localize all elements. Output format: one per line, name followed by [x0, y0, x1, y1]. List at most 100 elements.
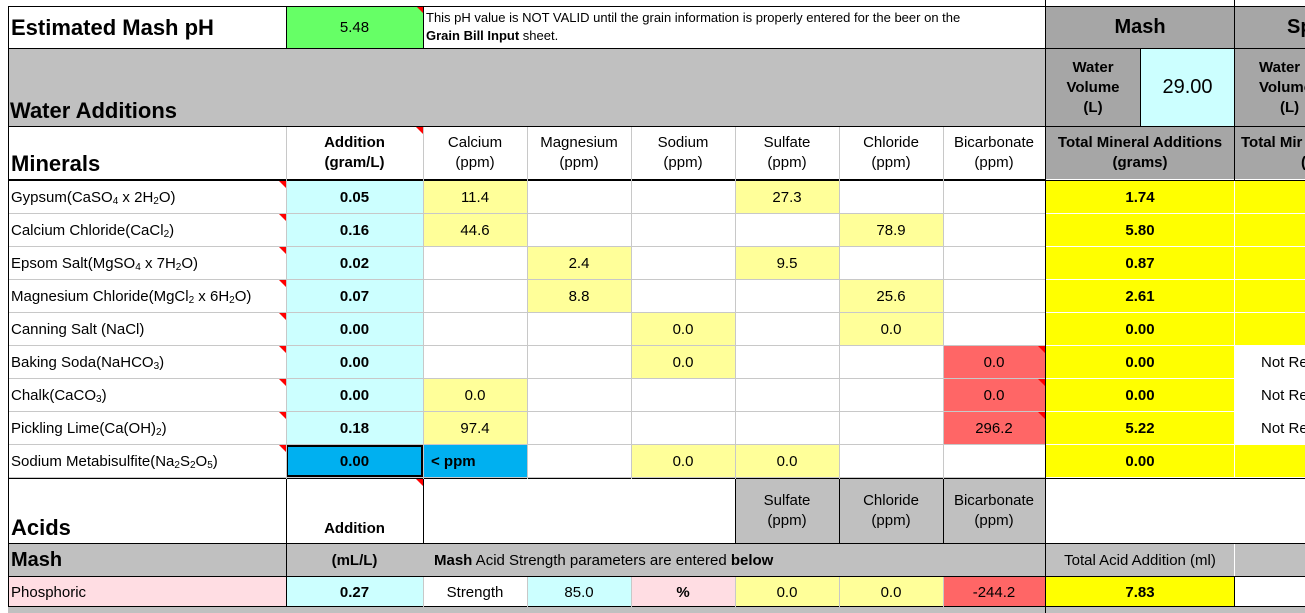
sparge-mineral-total: Not Re [1261, 386, 1305, 404]
col-chloride-header: Chloride (ppm) [839, 127, 943, 179]
acid-sulfate-unit: (ppm) [767, 512, 807, 529]
sparge-mineral-total [1235, 214, 1305, 246]
mineral-so4-value: 9.5 [735, 247, 839, 279]
ph-label: Estimated Mash pH [11, 15, 214, 40]
bottom-band [8, 607, 1305, 613]
mineral-name: Baking Soda (NaHCO3) [8, 346, 286, 378]
grid-line [839, 577, 840, 607]
grid-line [943, 127, 944, 479]
mineral-total-grams: 0.87 [1046, 247, 1234, 279]
mineral-name-text: Gypsum [11, 188, 67, 206]
acid-bicarbonate-name: Bicarbonate [953, 492, 1035, 509]
mineral-hco3-value [943, 280, 1045, 312]
sparge-panel-title: Sp [1235, 6, 1305, 48]
mineral-so4-value [735, 214, 839, 246]
grid-line [839, 479, 840, 543]
acid-sulfate-value: 0.0 [735, 577, 839, 607]
mineral-na-value [631, 214, 735, 246]
mineral-so4-value [735, 313, 839, 345]
mineral-na-value: 0.0 [631, 313, 735, 345]
grid-line [8, 606, 1305, 607]
calcium-unit: (ppm) [455, 154, 495, 171]
mineral-mg-value: 2.4 [527, 247, 631, 279]
mineral-addition-input[interactable]: 0.16 [286, 214, 423, 246]
mineral-ca-value [423, 313, 527, 345]
sparge-volume-line1: Water [1259, 58, 1301, 76]
mineral-name: Pickling Lime (Ca(OH)2) [8, 412, 286, 444]
mineral-addition-input[interactable]: 0.00 [286, 313, 423, 345]
mineral-addition-input[interactable]: 0.07 [286, 280, 423, 312]
acid-name-phosphoric: Phosphoric [8, 577, 286, 607]
acid-bicarbonate-value: -244.2 [943, 577, 1045, 607]
mash-water-volume-input[interactable]: 29.00 [1141, 49, 1234, 126]
acid-addition-input[interactable]: 0.27 [286, 577, 423, 607]
col-sodium-header: Sodium (ppm) [631, 127, 735, 179]
mineral-name: Epsom Salt (MgSO4 x 7H2O) [8, 247, 286, 279]
grid-line [286, 6, 287, 49]
mineral-na-value [631, 280, 735, 312]
mineral-cl-value [839, 181, 943, 213]
note-below-bold: below [730, 551, 774, 569]
grid-line [8, 6, 9, 607]
mineral-na-value [631, 181, 735, 213]
total-mineral-line1: Total Mineral Additions [1057, 134, 1223, 151]
sparge-mineral-total: Not Re [1261, 419, 1305, 437]
ph-note-line1: This pH value is NOT VALID until the gra… [426, 10, 961, 25]
note-mash-rest: Acid Strength parameters are entered [472, 551, 731, 569]
sparge-mineral-total [1235, 280, 1305, 312]
acid-strength-input[interactable]: 85.0 [527, 577, 631, 607]
sodium-unit: (ppm) [663, 154, 703, 171]
mineral-total-grams: 0.00 [1046, 379, 1234, 411]
mineral-na-value [631, 379, 735, 411]
grid-line [943, 577, 944, 607]
mineral-addition-input[interactable]: 0.00 [286, 379, 423, 411]
mineral-mg-value [527, 445, 631, 477]
grid-line [1045, 0, 1046, 613]
mineral-addition-input[interactable]: 0.00 [286, 346, 423, 378]
mineral-total-grams: 2.61 [1046, 280, 1234, 312]
mineral-so4-value [735, 280, 839, 312]
mineral-hco3-value [943, 445, 1045, 477]
water-volume-line1: Water [1072, 58, 1114, 76]
mineral-so4-value: 27.3 [735, 181, 839, 213]
mineral-formula: (MgCl2 x 6H2O) [148, 287, 252, 306]
acid-strength-unit[interactable]: % [631, 577, 735, 607]
grid-line [8, 478, 1305, 479]
water-additions-band: Water Additions [8, 49, 1045, 126]
mineral-total-grams: 1.74 [1046, 181, 1234, 213]
grid-line [735, 127, 736, 479]
mineral-cl-value [839, 379, 943, 411]
mineral-ca-value [423, 346, 527, 378]
mineral-cl-value [839, 346, 943, 378]
mineral-addition-input[interactable]: 0.18 [286, 412, 423, 444]
mineral-cl-value [839, 412, 943, 444]
mineral-name-text: Pickling Lime [11, 419, 100, 437]
mineral-name-text: Canning Salt (NaCl) [11, 320, 145, 338]
grid-line [735, 479, 736, 543]
sodium-name: Sodium [657, 134, 709, 151]
mineral-addition-input[interactable]: 0.05 [286, 181, 423, 213]
mineral-mg-value [527, 412, 631, 444]
sparge-mineral-total [1235, 313, 1305, 345]
grid-line [1234, 577, 1235, 607]
acid-chloride-unit: (ppm) [871, 512, 911, 529]
mineral-addition-input[interactable]: 0.00 [286, 445, 423, 477]
mineral-so4-value: 0.0 [735, 445, 839, 477]
col-sulfate-header: Sulfate (ppm) [735, 127, 839, 179]
total-acid-value: 7.83 [1046, 577, 1234, 607]
col-bicarbonate-header: Bicarbonate (ppm) [943, 127, 1045, 179]
sparge-mineral-total [1235, 445, 1305, 477]
mineral-name-text: Calcium Chloride [11, 221, 126, 239]
ph-note-rest: sheet. [519, 28, 559, 43]
grid-line [286, 479, 287, 607]
mash-water-volume-label: Water Volume (L) [1046, 49, 1140, 126]
mineral-so4-value [735, 379, 839, 411]
mineral-addition-input[interactable]: 0.02 [286, 247, 423, 279]
col-addition-header: Addition (gram/L) [286, 127, 423, 179]
acids-title: Acids [11, 515, 71, 540]
ph-note-line2: Grain Bill Input sheet. [426, 27, 558, 45]
grid-line [631, 127, 632, 479]
total-mineral-line2: (grams) [1112, 154, 1168, 171]
sparge-water-volume-label: Water Volume (L) [1235, 49, 1305, 126]
mineral-hco3-value [943, 181, 1045, 213]
